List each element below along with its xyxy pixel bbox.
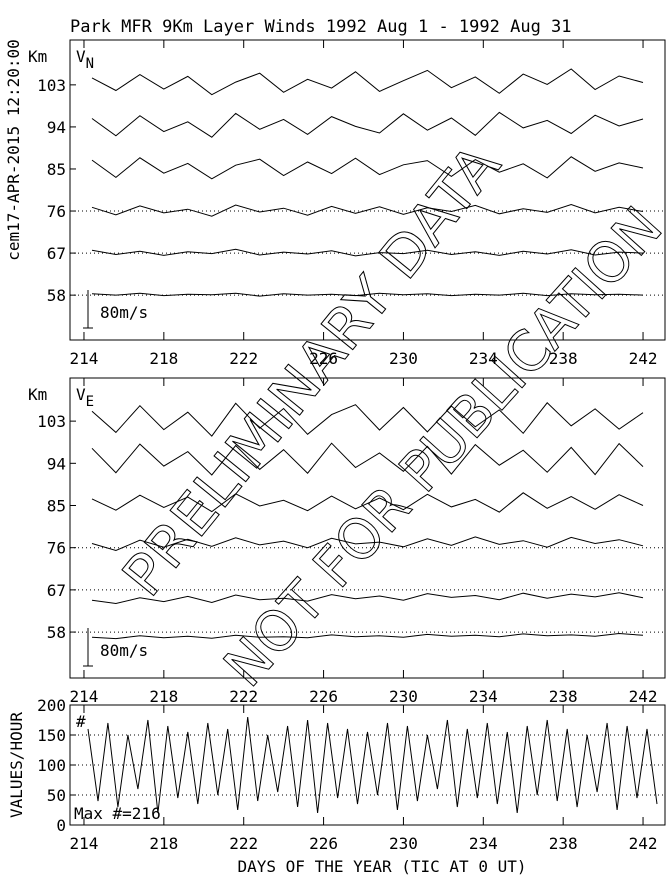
y-tick-label: 76 (47, 202, 66, 221)
x-tick-label: 238 (549, 834, 578, 853)
data-line (91, 536, 644, 552)
data-line (87, 716, 658, 814)
x-tick-label: 234 (469, 687, 498, 706)
data-line (91, 156, 644, 180)
y-tick-label: 50 (47, 786, 66, 805)
x-tick-label: 218 (149, 687, 178, 706)
data-line (91, 203, 644, 217)
y-tick-label: 58 (47, 286, 66, 305)
y-tick-label: 103 (37, 76, 66, 95)
x-tick-label: 242 (629, 687, 658, 706)
x-tick-label: 218 (149, 834, 178, 853)
y-tick-label: 94 (47, 118, 66, 137)
x-axis-label: DAYS OF THE YEAR (TIC AT 0 UT) (238, 857, 527, 876)
data-line (91, 632, 644, 640)
scale-label: 80m/s (100, 303, 148, 322)
panel-label-main: V (76, 385, 86, 404)
data-line (91, 68, 644, 96)
x-tick-label: 226 (309, 834, 338, 853)
y-tick-label: 85 (47, 497, 66, 516)
x-tick-label: 242 (629, 834, 658, 853)
y-tick-label: 94 (47, 454, 66, 473)
x-tick-label: 222 (229, 687, 258, 706)
y-axis-label: Km (28, 385, 47, 404)
panel-label-sub: N (86, 56, 94, 72)
x-tick-label: 214 (70, 349, 99, 368)
chart-title: Park MFR 9Km Layer Winds 1992 Aug 1 - 19… (70, 17, 572, 37)
y-tick-label: 58 (47, 623, 66, 642)
data-line (91, 111, 644, 138)
y-axis-label: VALUES/HOUR (7, 712, 26, 818)
data-line (91, 442, 644, 476)
panel-label: VE (76, 385, 94, 410)
panel-label-sub: E (86, 394, 94, 410)
y-tick-label: 85 (47, 160, 66, 179)
data-line (91, 292, 644, 297)
y-tick-label: 67 (47, 244, 66, 263)
y-tick-label: 200 (37, 696, 66, 715)
y-tick-label: 76 (47, 539, 66, 558)
x-tick-label: 230 (389, 834, 418, 853)
x-tick-label: 234 (469, 834, 498, 853)
y-tick-label: 67 (47, 581, 66, 600)
x-tick-label: 242 (629, 349, 658, 368)
x-tick-label: 222 (229, 349, 258, 368)
panel-label-main: V (76, 47, 86, 66)
watermark: PRELIMINARY DATA (110, 133, 513, 609)
x-tick-label: 230 (389, 349, 418, 368)
plot-frame (69, 39, 666, 341)
x-tick-label: 218 (149, 349, 178, 368)
data-line (91, 592, 644, 605)
timestamp: cem17-APR-2015 12:20:00 (4, 39, 23, 261)
plot-frame (69, 377, 666, 679)
y-tick-label: 103 (37, 412, 66, 431)
x-tick-label: 214 (70, 834, 99, 853)
y-axis-label: Km (28, 47, 47, 66)
x-tick-label: 222 (229, 834, 258, 853)
x-tick-label: 238 (549, 349, 578, 368)
panel-label: VN (76, 47, 94, 72)
x-tick-label: 234 (469, 349, 498, 368)
scale-label: 80m/s (100, 641, 148, 660)
x-tick-label: 226 (309, 687, 338, 706)
data-line (91, 248, 644, 257)
y-tick-label: 0 (56, 816, 66, 835)
x-tick-label: 226 (309, 349, 338, 368)
y-tick-label: 100 (37, 756, 66, 775)
y-tick-label: 150 (37, 726, 66, 745)
data-line (91, 492, 644, 513)
data-line (91, 402, 644, 437)
x-tick-label: 214 (70, 687, 99, 706)
max-label: Max #=216 (74, 804, 161, 823)
x-tick-label: 230 (389, 687, 418, 706)
annotation: # (76, 712, 86, 731)
x-tick-label: 238 (549, 687, 578, 706)
